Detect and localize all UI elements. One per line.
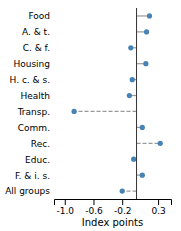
x-tick: -0.6 bbox=[85, 199, 103, 216]
y-tick-label: Educ. bbox=[25, 155, 50, 165]
y-tick-label: Food bbox=[28, 11, 50, 21]
x-tick-label: -1.0 bbox=[56, 206, 74, 216]
y-tick-label: All groups bbox=[5, 186, 50, 196]
marks bbox=[71, 8, 162, 199]
series bbox=[127, 13, 152, 177]
series bbox=[71, 109, 162, 194]
y-tick: C. & f. bbox=[23, 43, 54, 53]
x-tick-label: -0.2 bbox=[114, 206, 132, 216]
y-tick-label: F. & i. s. bbox=[15, 171, 50, 181]
x-tick-label: 0.3 bbox=[151, 206, 165, 216]
x-tick-label: -0.6 bbox=[85, 206, 103, 216]
stem bbox=[137, 143, 161, 144]
dot bbox=[147, 13, 152, 18]
dot bbox=[158, 141, 163, 146]
plot: -1.0 -0.6 -0.2 0.3 Food A. & t. C. & f. Housing… bbox=[5, 8, 171, 228]
reference-line bbox=[136, 8, 137, 199]
dot bbox=[144, 29, 149, 34]
y-tick: Health bbox=[20, 91, 54, 101]
y-tick: A. & t. bbox=[22, 27, 54, 37]
dot bbox=[130, 77, 135, 82]
y-tick-label: Rec. bbox=[31, 139, 50, 149]
y-tick: Transp. bbox=[17, 107, 54, 117]
y-tick-label: H. c. & s. bbox=[10, 75, 50, 85]
y-tick: Housing bbox=[13, 59, 54, 69]
y-tick-label: Transp. bbox=[17, 107, 50, 117]
y-axis: Food A. & t. C. & f. Housing H. c. & s. Healt… bbox=[5, 11, 54, 196]
y-tick: Educ. bbox=[25, 155, 54, 165]
chart: -1.0 -0.6 -0.2 0.3 Food A. & t. C. & f. Housing… bbox=[0, 0, 181, 231]
dot bbox=[131, 157, 136, 162]
dot bbox=[140, 125, 145, 130]
y-tick: Rec. bbox=[31, 139, 54, 149]
y-tick: H. c. & s. bbox=[10, 75, 54, 85]
y-tick-label: A. & t. bbox=[22, 27, 50, 37]
x-tick: -0.2 bbox=[114, 199, 132, 216]
y-tick-label: C. & f. bbox=[23, 43, 50, 53]
x-axis-title: Index points bbox=[82, 217, 143, 228]
y-tick: Comm. bbox=[18, 123, 54, 133]
y-tick: Food bbox=[28, 11, 54, 21]
stem bbox=[74, 111, 136, 112]
dot bbox=[143, 61, 148, 66]
y-tick: F. & i. s. bbox=[15, 171, 54, 181]
x-axis-line bbox=[55, 200, 172, 206]
x-tick-mark bbox=[122, 199, 123, 205]
dot bbox=[140, 173, 145, 178]
dot bbox=[127, 93, 132, 98]
dot bbox=[71, 109, 76, 114]
dot bbox=[128, 45, 133, 50]
x-tick-mark bbox=[93, 199, 94, 205]
y-tick-label: Housing bbox=[13, 59, 50, 69]
y-tick-label: Comm. bbox=[18, 123, 50, 133]
x-tick: 0.3 bbox=[151, 199, 165, 216]
y-tick-label: Health bbox=[20, 91, 50, 101]
x-tick-mark bbox=[158, 199, 159, 205]
dot bbox=[120, 188, 125, 193]
x-axis: -1.0 -0.6 -0.2 0.3 bbox=[55, 199, 172, 216]
x-tick-mark bbox=[65, 199, 66, 205]
x-tick: -1.0 bbox=[56, 199, 74, 216]
y-tick: All groups bbox=[5, 186, 54, 196]
